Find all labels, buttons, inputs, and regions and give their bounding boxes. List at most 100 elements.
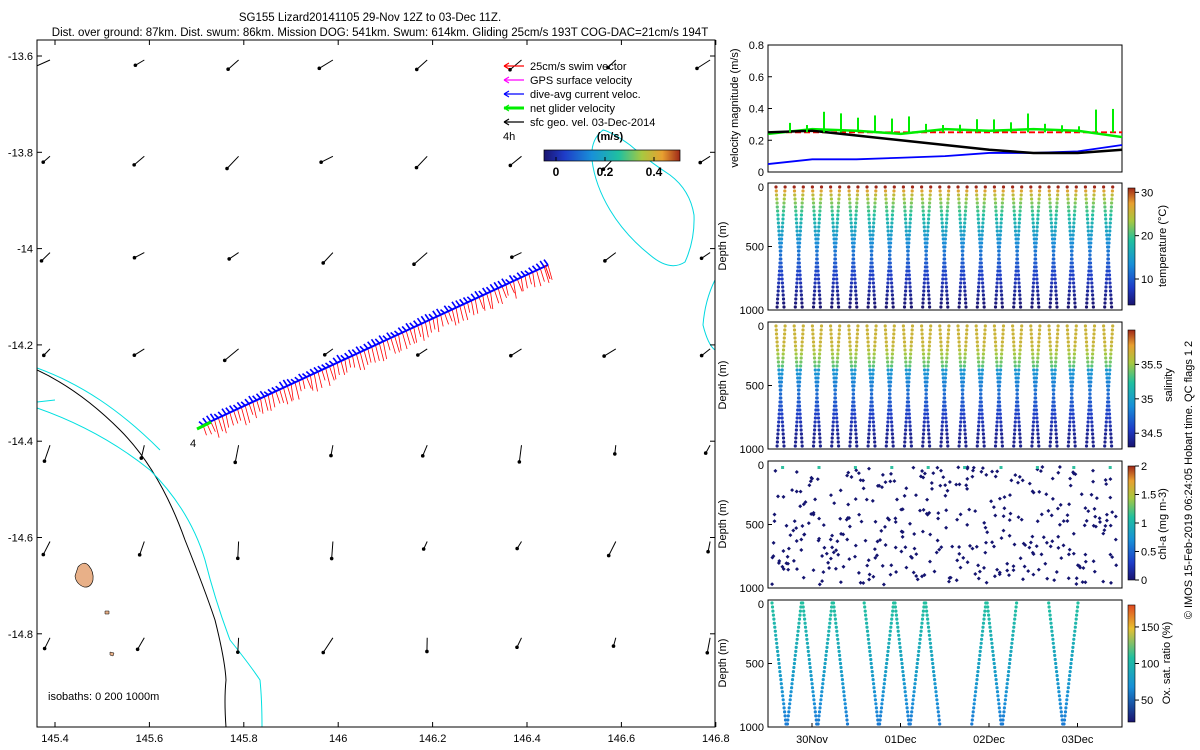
section-point (997, 388, 1001, 392)
section-point (928, 340, 932, 344)
chl-point (943, 493, 948, 498)
section-point (868, 269, 873, 273)
geo-vector-head (603, 259, 607, 263)
section-point (811, 328, 815, 332)
oxy-point (816, 722, 820, 726)
section-point (1034, 384, 1038, 388)
swim-vector (482, 295, 486, 311)
section-point (817, 229, 821, 233)
oxy-point (796, 629, 800, 633)
section-point (1088, 396, 1092, 400)
section-point (865, 193, 870, 197)
section-point (1035, 360, 1040, 364)
oxy-point (919, 629, 923, 633)
section-point (1012, 344, 1016, 348)
section-point (867, 428, 871, 432)
section-point (1030, 209, 1034, 213)
chlorophyll-ylabel: Depth (m) (717, 500, 729, 549)
section-point (1066, 305, 1070, 309)
section-point (977, 233, 982, 237)
section-point (1017, 289, 1022, 293)
section-point (1072, 360, 1076, 364)
oxy-point (976, 670, 980, 674)
section-point (868, 368, 872, 372)
oxy-point (845, 722, 850, 726)
oxy-point (996, 694, 1000, 698)
section-point (1054, 348, 1059, 352)
section-point (903, 209, 907, 213)
section-point (998, 380, 1002, 384)
section-point (905, 269, 909, 273)
section-point (999, 221, 1003, 225)
section-point (777, 233, 781, 237)
chl-point (795, 567, 799, 572)
section-point (997, 384, 1002, 388)
section-point (801, 189, 805, 193)
chlorophyll-scatter (770, 464, 1119, 587)
section-point (799, 432, 804, 436)
section-point (798, 273, 802, 277)
section-point (925, 273, 930, 277)
section-point (831, 364, 835, 368)
section-point (854, 213, 858, 217)
chl-point (824, 551, 829, 556)
islet (104, 610, 110, 615)
oxy-point (795, 637, 799, 641)
oxy-point (865, 629, 870, 633)
chl-point (798, 504, 803, 509)
section-point (1071, 416, 1075, 420)
chl-point (889, 563, 894, 568)
oxy-point (790, 686, 794, 690)
section-point (926, 360, 930, 364)
section-point (980, 241, 984, 245)
chl-point (841, 532, 846, 537)
section-point (818, 297, 822, 301)
section-point (976, 289, 981, 293)
section-point (998, 233, 1002, 237)
chl-point (958, 512, 963, 517)
oxy-point (803, 625, 808, 629)
section-point (782, 201, 786, 205)
section-point (903, 293, 907, 297)
section-point (961, 392, 965, 396)
section-point (1088, 253, 1092, 257)
oxy-point (921, 613, 925, 617)
section-point (830, 205, 834, 209)
colorbar-tick-label: 150 (1141, 622, 1159, 634)
geo-vector (331, 541, 334, 559)
section-point (1020, 324, 1024, 328)
section-point (778, 261, 782, 265)
oxy-point (933, 678, 937, 682)
section-point (908, 229, 912, 233)
section-point (890, 420, 894, 424)
section-point (1030, 205, 1034, 209)
oxy-point (914, 674, 918, 678)
section-point (1105, 269, 1109, 273)
section-point (884, 336, 888, 340)
section-point (796, 269, 800, 273)
section-point (779, 249, 783, 253)
chl-point (847, 524, 852, 529)
section-point (922, 281, 926, 285)
geo-vector (696, 59, 711, 69)
oxy-point (898, 641, 902, 645)
section-point (849, 356, 853, 360)
section-point (871, 237, 875, 241)
section-point (999, 368, 1003, 372)
chl-point (989, 499, 994, 504)
section-point (775, 344, 779, 348)
swim-vector (455, 307, 460, 324)
chl-high-point (1108, 466, 1112, 469)
oxy-point (973, 694, 977, 698)
section-point (886, 285, 890, 289)
chl-point (935, 538, 940, 543)
oxy-point (1063, 710, 1068, 714)
chl-point (861, 486, 866, 491)
section-point (1108, 364, 1112, 368)
section-point (1050, 368, 1054, 372)
section-point (870, 249, 874, 253)
section-point (996, 269, 1000, 273)
section-point (1066, 201, 1070, 205)
section-point (1049, 209, 1053, 213)
section-point (870, 241, 875, 245)
